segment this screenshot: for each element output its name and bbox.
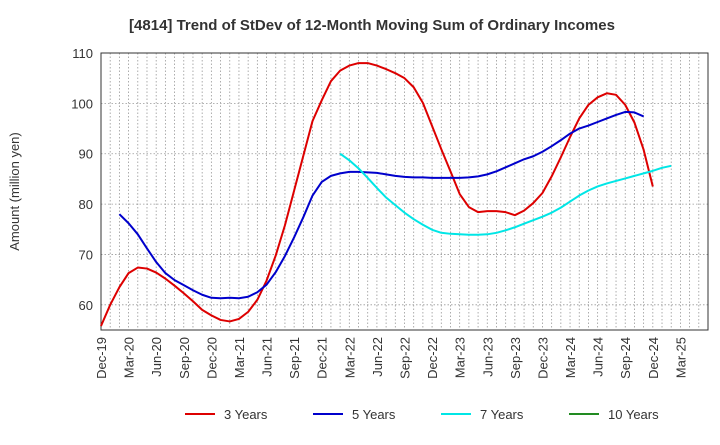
legend-label: 7 Years [480,407,524,422]
x-tick-label: Sep-24 [618,337,633,379]
y-tick-label: 90 [79,147,93,162]
y-tick-label: 70 [79,247,93,262]
x-tick-label: Mar-20 [122,337,137,378]
x-tick-label: Sep-20 [177,337,192,379]
x-tick-label: Sep-21 [287,337,302,379]
x-tick-label: Dec-19 [94,337,109,379]
legend-label: 5 Years [352,407,396,422]
x-tick-label: Jun-20 [149,337,164,377]
series-line-5-years [118,110,645,300]
x-tick-label: Mar-24 [563,337,578,378]
x-tick-label: Jun-21 [260,337,275,377]
legend: 3 Years 5 Years 7 Years 10 Years [185,407,659,422]
grid [101,53,708,330]
x-tick-label: Mar-21 [232,337,247,378]
x-tick-label: Mar-25 [673,337,688,378]
x-tick-label: Sep-23 [508,337,523,379]
x-tick-label: Mar-23 [453,337,468,378]
x-tick-label: Dec-24 [646,337,661,379]
y-tick-label: 100 [71,96,93,111]
x-tick-label: Dec-22 [425,337,440,379]
legend-label: 3 Years [224,407,268,422]
x-tick-label: Sep-22 [398,337,413,379]
series-layer [100,62,672,327]
x-tick-label: Jun-22 [370,337,385,377]
series-line-7-years [339,152,672,236]
x-tick-label: Mar-22 [342,337,357,378]
x-tick-label: Dec-23 [535,337,550,379]
legend-label: 10 Years [608,407,659,422]
chart-title: [4814] Trend of StDev of 12-Month Moving… [129,17,615,34]
y-axis-label: Amount (million yen) [7,132,22,251]
y-tick-label: 110 [72,46,93,61]
y-tick-label: 60 [79,298,93,313]
series-line-3-years [100,62,654,327]
y-tick-label: 80 [79,197,93,212]
x-tick-label: Dec-21 [315,337,330,379]
plot-border [100,52,709,331]
axes: 60 70 80 90 100 110 Dec-19 Mar-20 Jun-20 Sep-20 De… [71,46,709,379]
x-tick-label: Jun-24 [591,337,606,377]
x-tick-label: Jun-23 [480,337,495,377]
x-tick-label: Dec-20 [204,337,219,379]
